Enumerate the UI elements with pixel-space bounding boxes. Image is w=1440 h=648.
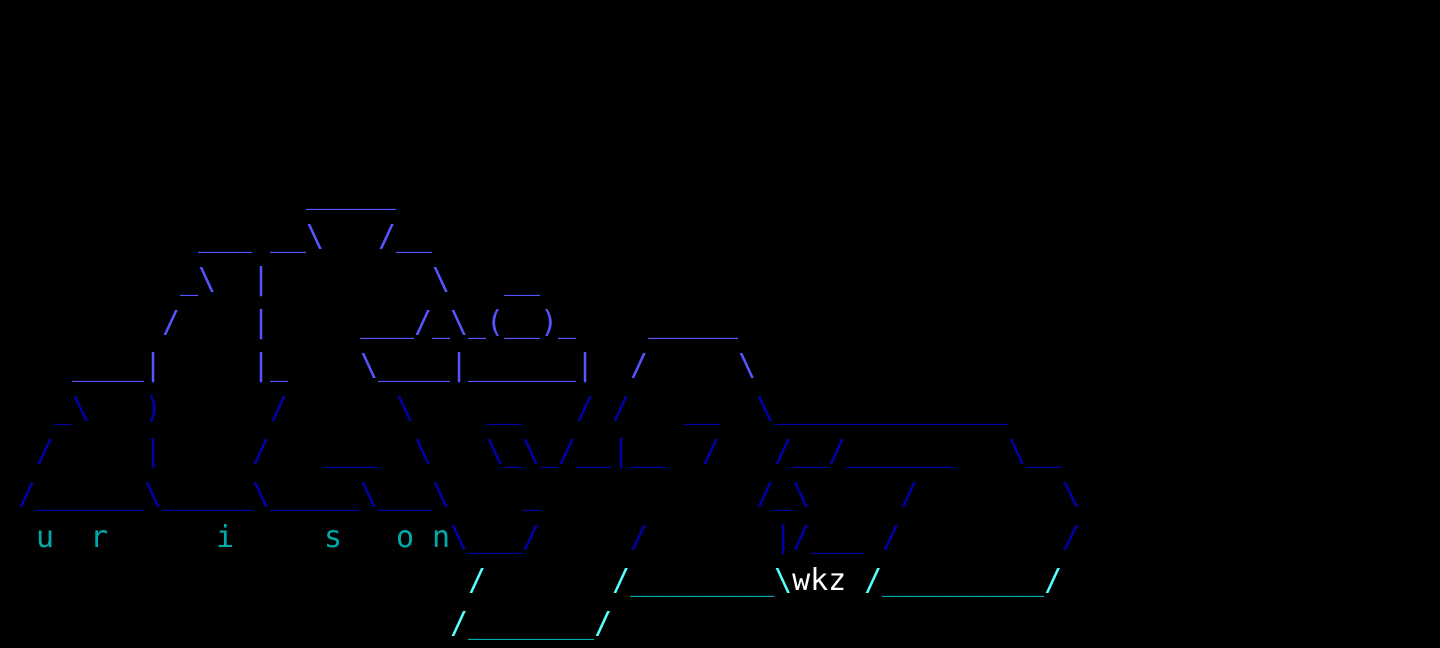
terminal-line: /_______/ [0, 602, 1080, 645]
terminal-line: / | / ___ \ \_\_/__|__ / /__/______ \__ [0, 430, 1080, 473]
ascii-art-segment: / [1044, 563, 1063, 598]
ascii-art-segment: / / [0, 563, 631, 598]
terminal-line [0, 43, 1080, 86]
terminal-line: _\ | \ __ [0, 258, 1080, 301]
ascii-art-segment: / [0, 606, 469, 641]
terminal-line: ___ __\ /__ [0, 215, 1080, 258]
ascii-art-segment: _\ ) / \ __ / / __ \_____________ [0, 391, 1009, 426]
ascii-art-segment: ____| |_ \____|______| / \ [0, 348, 757, 383]
terminal-line: _____ [0, 172, 1080, 215]
ascii-art-segment: ________ [630, 563, 775, 598]
artist-signature: wkz [792, 563, 847, 598]
ascii-art-segment: _________ [882, 563, 1045, 598]
terminal-line [0, 86, 1080, 129]
ascii-art-segment: \ [774, 563, 793, 598]
terminal-ascii-art: _____ ___ __\ /__ _\ | \ __ / | ___/_\_(… [0, 0, 1080, 645]
terminal-line: /______\_____\_____\___\ _ /_\ / \ [0, 473, 1080, 516]
terminal-line [0, 0, 1080, 43]
terminal-line: / | ___/_\_(__)_ _____ [0, 301, 1080, 344]
terminal-line: _\ ) / \ __ / / __ \_____________ [0, 387, 1080, 430]
terminal-line: / /________\wkz /_________/ [0, 559, 1080, 602]
ascii-art-segment: / | / ___ \ \_\_/__|__ / /__/______ \__ [0, 434, 1063, 469]
terminal-line: ____| |_ \____|______| / \ [0, 344, 1080, 387]
ascii-art-segment: / [594, 606, 613, 641]
ascii-art-segment: _____ [0, 176, 397, 211]
ascii-art-segment: ___ __\ /__ [0, 219, 433, 254]
ascii-art-segment: /______\_____\_____\___\ _ /_\ / \ [0, 477, 1081, 512]
ascii-art-segment: _\ | \ __ [0, 262, 541, 297]
ascii-art-segment: / [846, 563, 883, 598]
ascii-art-segment: / | ___/_\_(__)_ _____ [0, 305, 739, 340]
terminal-line: u r i s o n\___/ / |/___ / / [0, 516, 1080, 559]
ascii-art-segment: \___/ / |/___ / / [450, 520, 1081, 555]
terminal-line [0, 129, 1080, 172]
ascii-art-segment: u r i s o n [0, 520, 451, 555]
ascii-art-segment: _______ [468, 606, 595, 641]
